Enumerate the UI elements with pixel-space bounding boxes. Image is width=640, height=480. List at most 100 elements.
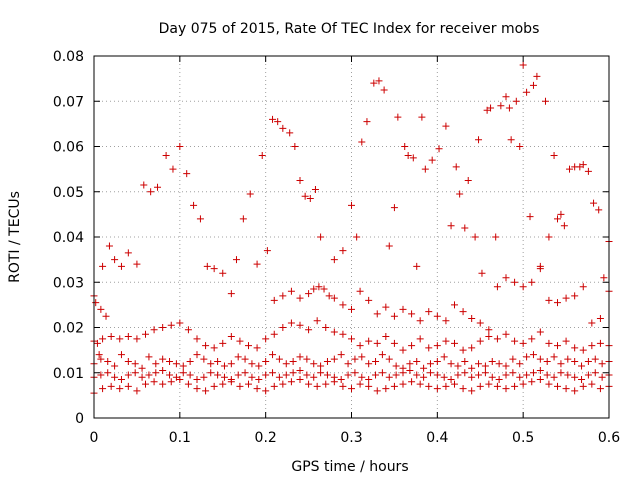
data-point bbox=[562, 294, 570, 302]
data-point bbox=[468, 344, 476, 352]
data-point bbox=[317, 233, 325, 241]
data-point bbox=[145, 371, 153, 379]
data-point bbox=[595, 206, 603, 214]
data-point bbox=[184, 326, 192, 334]
data-point bbox=[476, 382, 484, 390]
data-point bbox=[529, 81, 537, 89]
data-point bbox=[560, 222, 568, 230]
data-point bbox=[133, 335, 141, 343]
data-point bbox=[317, 362, 325, 370]
data-point bbox=[425, 344, 433, 352]
data-point bbox=[131, 369, 139, 377]
data-point bbox=[598, 360, 606, 368]
data-point bbox=[511, 337, 519, 345]
chart-title: Day 075 of 2015, Rate Of TEC Index for r… bbox=[159, 21, 540, 37]
data-point bbox=[166, 371, 174, 379]
data-point bbox=[227, 360, 235, 368]
data-point bbox=[239, 215, 247, 223]
data-point bbox=[166, 357, 174, 365]
data-point bbox=[492, 233, 500, 241]
data-point bbox=[196, 215, 204, 223]
data-point bbox=[365, 382, 373, 390]
data-point bbox=[296, 294, 304, 302]
data-point bbox=[202, 387, 210, 395]
data-point bbox=[579, 283, 587, 291]
data-point bbox=[269, 351, 277, 359]
data-point bbox=[263, 247, 271, 255]
data-point bbox=[433, 312, 441, 320]
data-point bbox=[253, 260, 261, 268]
data-point bbox=[210, 265, 218, 273]
x-tick-label: 0.4 bbox=[426, 430, 448, 446]
data-point bbox=[390, 312, 398, 320]
data-point bbox=[545, 339, 553, 347]
data-point bbox=[528, 278, 536, 286]
data-point bbox=[351, 355, 359, 363]
data-point bbox=[202, 342, 210, 350]
data-point bbox=[279, 292, 287, 300]
data-point bbox=[203, 262, 211, 270]
data-point bbox=[193, 335, 201, 343]
data-point bbox=[296, 321, 304, 329]
data-point bbox=[536, 265, 544, 273]
data-point bbox=[528, 335, 536, 343]
data-point bbox=[270, 382, 278, 390]
data-point bbox=[485, 333, 493, 341]
data-point bbox=[348, 335, 355, 343]
data-point bbox=[468, 373, 476, 381]
data-point bbox=[447, 360, 455, 368]
data-point bbox=[186, 357, 194, 365]
x-tick-label: 0.5 bbox=[512, 430, 534, 446]
data-point bbox=[557, 210, 565, 218]
data-point bbox=[262, 357, 270, 365]
data-point bbox=[502, 330, 510, 338]
data-point bbox=[325, 292, 333, 300]
data-point bbox=[214, 371, 222, 379]
data-point bbox=[440, 353, 448, 361]
data-point bbox=[519, 339, 527, 347]
data-point bbox=[426, 369, 434, 377]
data-point bbox=[541, 97, 549, 105]
data-point bbox=[124, 249, 132, 257]
data-point bbox=[236, 337, 244, 345]
data-point bbox=[348, 201, 355, 209]
data-point bbox=[111, 373, 119, 381]
data-point bbox=[373, 339, 381, 347]
data-point bbox=[104, 357, 112, 365]
data-point bbox=[92, 299, 100, 307]
data-point bbox=[451, 339, 458, 347]
data-point bbox=[179, 362, 187, 370]
data-point bbox=[406, 366, 414, 374]
data-point bbox=[493, 382, 501, 390]
data-point bbox=[315, 283, 323, 291]
data-point bbox=[330, 256, 338, 264]
data-point bbox=[363, 118, 371, 126]
data-point bbox=[124, 333, 132, 341]
y-tick-label: 0 bbox=[75, 411, 84, 427]
data-point bbox=[279, 324, 287, 331]
data-point bbox=[97, 305, 105, 313]
data-point bbox=[159, 366, 167, 374]
data-point bbox=[152, 369, 160, 377]
data-point bbox=[545, 233, 553, 241]
data-point bbox=[246, 190, 254, 198]
data-point bbox=[550, 152, 558, 160]
data-point bbox=[554, 382, 561, 390]
data-point bbox=[511, 382, 519, 390]
data-point bbox=[543, 371, 551, 379]
data-point bbox=[107, 333, 115, 341]
data-point bbox=[124, 382, 132, 390]
data-point bbox=[234, 353, 242, 361]
data-point bbox=[571, 292, 579, 300]
data-point bbox=[323, 371, 331, 379]
data-point bbox=[425, 308, 433, 316]
y-axis-label: ROTI / TECUs bbox=[7, 191, 23, 283]
data-point bbox=[99, 262, 107, 270]
data-point bbox=[138, 373, 146, 381]
data-point bbox=[485, 380, 493, 388]
data-point bbox=[358, 353, 366, 361]
data-point bbox=[220, 362, 228, 370]
data-point bbox=[545, 296, 553, 304]
data-point bbox=[104, 369, 112, 377]
data-point bbox=[353, 233, 361, 241]
